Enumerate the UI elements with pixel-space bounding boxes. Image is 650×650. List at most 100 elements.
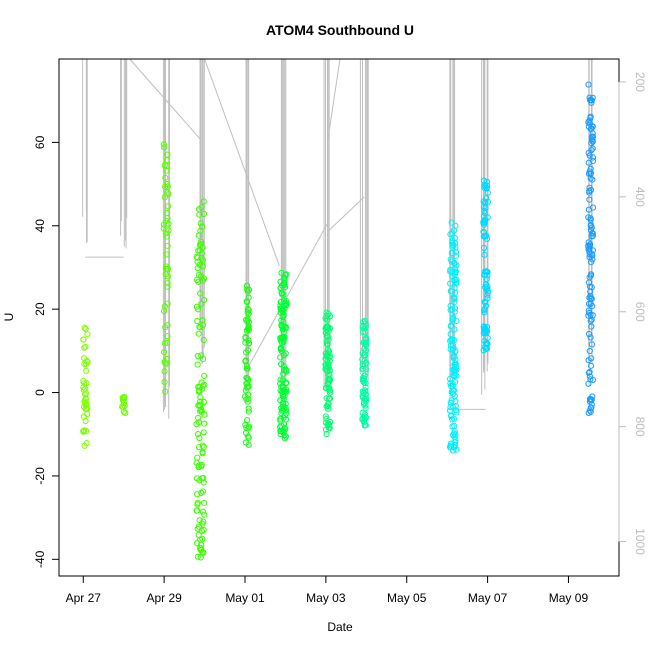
data-point [481, 309, 488, 316]
data-point [281, 435, 288, 442]
data-point [242, 421, 249, 428]
data-point [200, 356, 207, 363]
data-point [278, 334, 285, 342]
data-point [197, 324, 204, 331]
y-tick-label: -40 [33, 550, 47, 568]
x-axis: Apr 27 Apr 29 May 01 May 03 May 05 May 07 May … [66, 575, 588, 605]
data-point [589, 230, 596, 237]
data-point [165, 273, 172, 280]
data-point [322, 384, 329, 391]
data-point [82, 343, 89, 350]
data-point [589, 393, 596, 400]
data-point [587, 334, 594, 341]
data-point [449, 390, 457, 397]
data-point [245, 391, 252, 398]
data-point [200, 198, 207, 205]
data-point [361, 399, 368, 406]
data-point [360, 339, 367, 346]
data-point [323, 430, 330, 438]
data-point [481, 271, 488, 278]
data-point [242, 429, 250, 437]
data-point [450, 314, 457, 321]
data-point [451, 295, 458, 302]
data-point [160, 141, 167, 148]
data-point [359, 363, 367, 370]
data-point [481, 184, 488, 191]
data-point [120, 408, 128, 416]
data-point [198, 352, 205, 359]
data-point [451, 367, 458, 374]
data-point [163, 157, 171, 164]
data-point [587, 317, 594, 325]
data-point [196, 434, 203, 442]
data-point [201, 372, 208, 379]
x-tick-label: May 05 [387, 591, 427, 605]
data-point [283, 298, 290, 305]
data-point [165, 203, 172, 210]
data-point [278, 269, 285, 276]
data-point [278, 405, 285, 412]
data-point [194, 361, 201, 368]
data-point [244, 299, 251, 306]
data-point [83, 380, 90, 387]
data-point [586, 347, 593, 355]
data-point [323, 403, 330, 410]
data-point [194, 553, 201, 560]
y-axis-label: U [2, 313, 16, 322]
data-point [588, 341, 596, 348]
data-point [244, 318, 251, 325]
data-point [447, 323, 454, 330]
data-point [325, 334, 332, 341]
data-point [194, 265, 201, 272]
data-point [588, 136, 596, 143]
data-point [586, 168, 593, 175]
data-point [196, 384, 203, 391]
data-point [198, 489, 205, 496]
data-point [480, 219, 487, 226]
data-point [587, 396, 594, 403]
data-point [587, 272, 594, 279]
data-point [244, 383, 251, 391]
data-point [359, 416, 366, 423]
data-point [195, 330, 202, 337]
data-point [325, 421, 332, 428]
data-point [194, 499, 201, 506]
data-point [245, 340, 253, 347]
data-point [451, 305, 458, 312]
data-point [82, 395, 89, 402]
data-point [482, 299, 489, 306]
data-point [195, 431, 202, 438]
data-point [585, 149, 592, 157]
data-point [588, 250, 595, 257]
data-point [243, 374, 250, 381]
y-tick-label: 20 [33, 302, 47, 316]
data-point [160, 308, 168, 315]
data-point [586, 294, 593, 301]
data-point [484, 198, 491, 205]
data-point [453, 262, 460, 269]
data-point [194, 254, 201, 261]
data-point [199, 475, 206, 482]
data-point [244, 305, 251, 312]
data-point [484, 285, 491, 293]
data-point [197, 546, 204, 554]
data-point [199, 488, 207, 495]
data-point [481, 307, 488, 314]
data-point [587, 241, 594, 248]
x-tick-label: May 03 [306, 591, 346, 605]
data-point [278, 348, 285, 355]
data-point [196, 408, 204, 415]
data-point [200, 296, 208, 304]
data-point [446, 443, 454, 451]
data-point [199, 450, 206, 457]
data-point [200, 210, 207, 217]
data-point [586, 187, 593, 194]
data-point [449, 423, 456, 430]
data-point [480, 213, 487, 220]
x-tick-label: May 07 [468, 591, 508, 605]
data-point [481, 298, 488, 305]
data-point [482, 204, 489, 212]
data-point [163, 265, 171, 272]
data-point [585, 369, 592, 376]
data-point [245, 325, 252, 332]
